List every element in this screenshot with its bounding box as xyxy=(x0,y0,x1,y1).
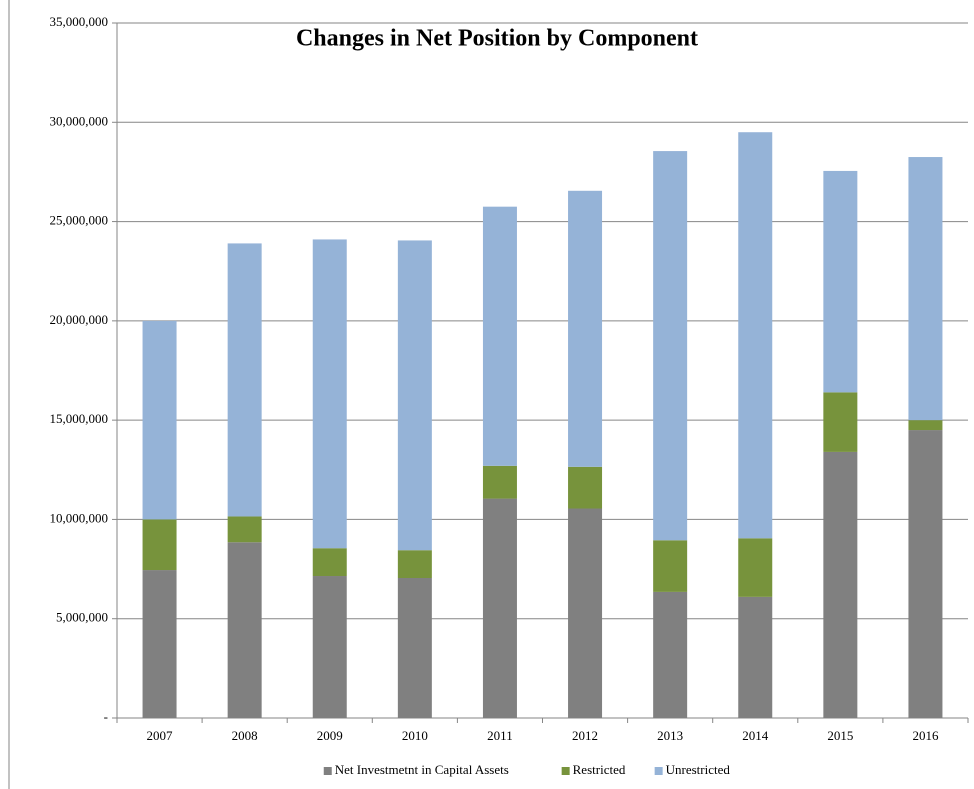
x-tick-label: 2007 xyxy=(147,728,174,743)
bar-segment xyxy=(482,206,517,466)
bar-segment xyxy=(823,392,858,452)
bar-segment xyxy=(227,243,262,517)
bar-segment xyxy=(227,516,262,543)
bar-segment xyxy=(823,170,858,393)
y-tick-label: 15,000,000 xyxy=(50,411,109,426)
bar-segment xyxy=(568,508,603,718)
x-tick-label: 2010 xyxy=(402,728,428,743)
bar-segment xyxy=(312,239,347,549)
x-tick-label: 2013 xyxy=(657,728,683,743)
bar-segment xyxy=(823,451,858,718)
x-tick-label: 2014 xyxy=(742,728,769,743)
legend-swatch xyxy=(323,767,332,775)
y-tick-label: 5,000,000 xyxy=(56,610,108,625)
bar-segment xyxy=(738,132,773,539)
legend-label: Net Investmetnt in Capital Assets xyxy=(335,762,509,777)
x-tick-label: 2011 xyxy=(487,728,513,743)
bar-segment xyxy=(482,498,517,718)
x-tick-label: 2012 xyxy=(572,728,598,743)
bar-segment xyxy=(227,542,262,718)
bar-segment xyxy=(397,240,432,551)
x-tick-label: 2015 xyxy=(827,728,853,743)
x-tick-label: 2016 xyxy=(912,728,939,743)
bar-segment xyxy=(312,548,347,577)
bar-segment xyxy=(482,465,517,499)
y-tick-label: 10,000,000 xyxy=(50,510,109,525)
bar-segment xyxy=(568,190,603,467)
legend-label: Unrestricted xyxy=(666,762,731,777)
legend-swatch xyxy=(654,767,663,775)
legend-swatch xyxy=(561,767,570,775)
bar-segment xyxy=(653,591,688,718)
y-tick-label: 25,000,000 xyxy=(50,213,109,228)
bar-segment xyxy=(908,430,943,718)
bar-segment xyxy=(908,157,943,421)
bar-segment xyxy=(653,540,688,592)
x-tick-label: 2008 xyxy=(232,728,258,743)
bar-segment xyxy=(738,538,773,597)
bar-segment xyxy=(397,550,432,579)
bar-segment xyxy=(908,420,943,431)
y-tick-label: 35,000,000 xyxy=(50,14,109,29)
y-tick-label: - xyxy=(104,709,108,724)
y-tick-label: 20,000,000 xyxy=(50,312,109,327)
legend-label: Restricted xyxy=(573,762,626,777)
bar-segment xyxy=(142,570,177,718)
y-tick-label: 30,000,000 xyxy=(50,113,109,128)
bar-segment xyxy=(738,596,773,718)
bar-segment xyxy=(312,576,347,718)
bar-segment xyxy=(397,578,432,718)
chart-title: Changes in Net Position by Component xyxy=(296,26,698,52)
bar-segment xyxy=(142,320,177,520)
bar-segment xyxy=(142,519,177,571)
x-tick-label: 2009 xyxy=(317,728,343,743)
bar-segment xyxy=(653,151,688,541)
bar-segment xyxy=(568,466,603,509)
